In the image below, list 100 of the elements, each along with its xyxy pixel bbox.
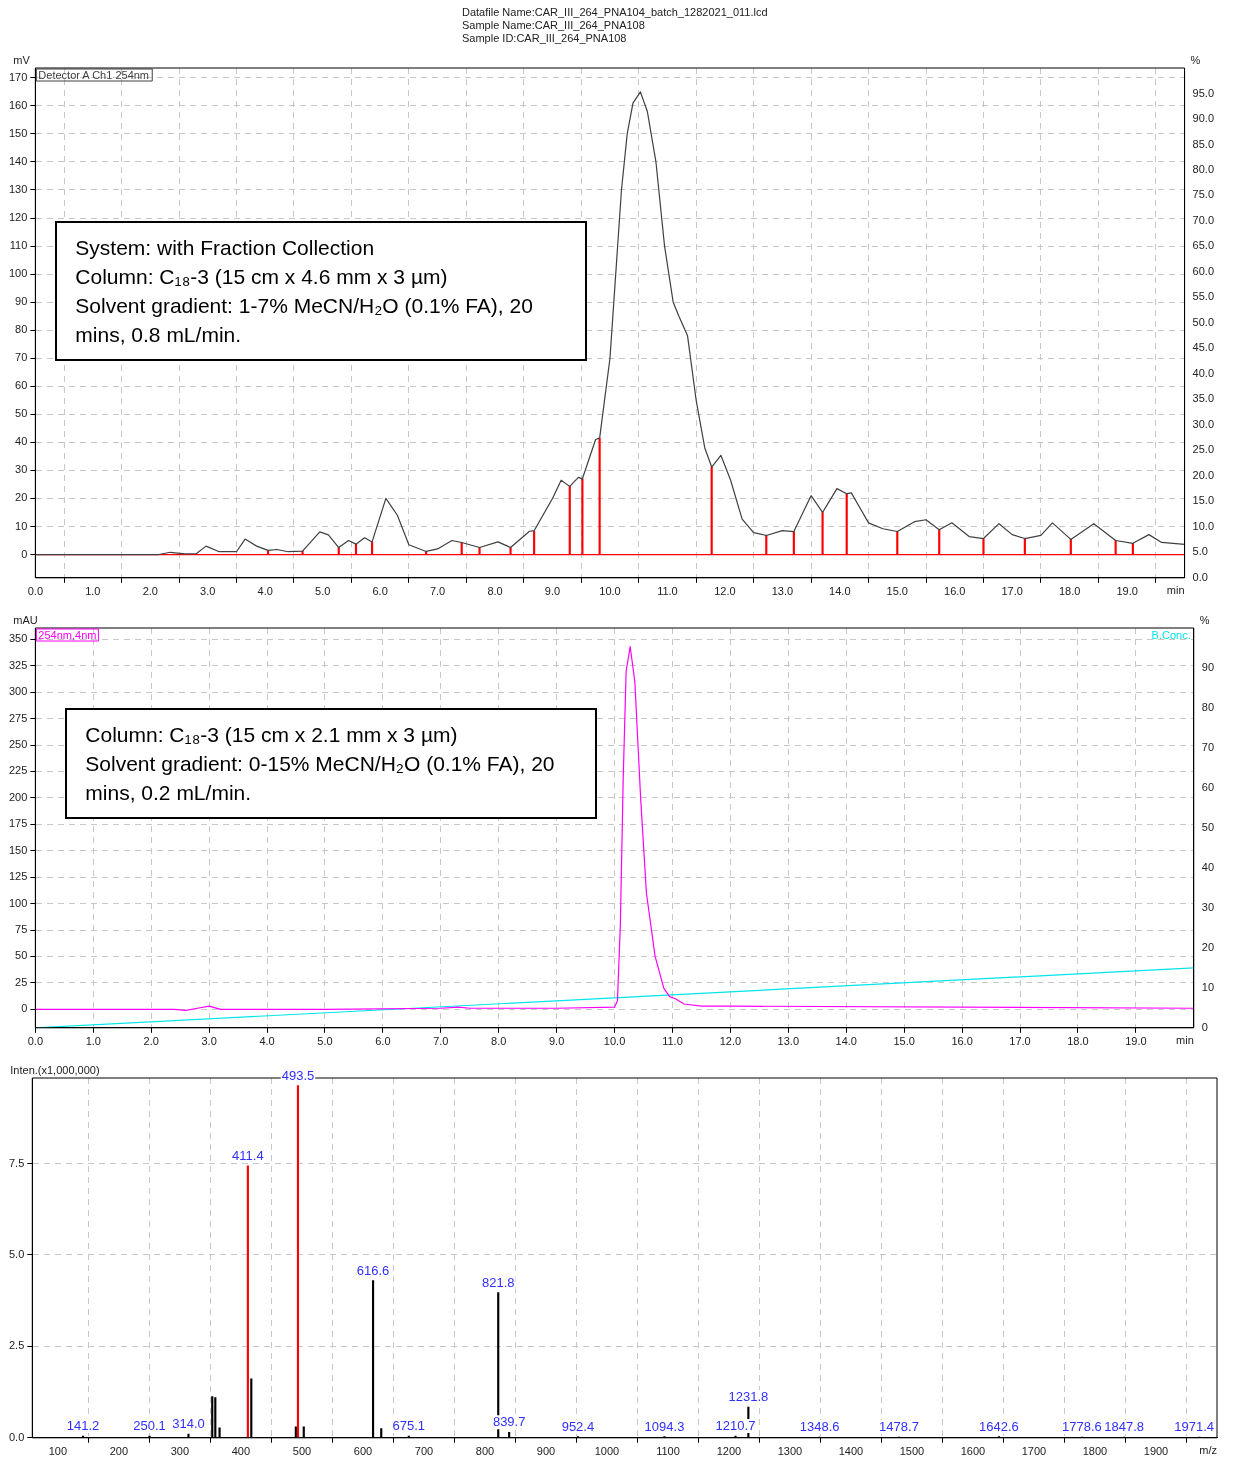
- x-tick-label: 7.0: [429, 585, 446, 598]
- x-tick-label: 3.0: [200, 585, 216, 598]
- annotation: 1847.8: [1104, 1419, 1145, 1435]
- note-box: Column: C₁₈-3 (15 cm x 2.1 mm x 3 µm) Solvent gradient: 0-15% MeCN/H₂O (0.1% FA), 20 mins, 0.2 mL/min.: [65, 707, 598, 819]
- y2-tick-label: 10.0: [1192, 519, 1215, 532]
- x-axis-title: m/z: [1199, 1444, 1217, 1457]
- x-tick-label: 14.0: [835, 1035, 857, 1048]
- annotation: 1971.4: [1174, 1419, 1214, 1435]
- x-tick-label: 2.0: [142, 585, 158, 598]
- text: B.Conc.: [1151, 628, 1191, 641]
- x-tick-label: 1900: [1143, 1445, 1169, 1458]
- x-tick-label: 200: [109, 1445, 129, 1458]
- y2-tick-label: 10: [1201, 980, 1215, 993]
- annotation: 250.1: [133, 1418, 166, 1434]
- y2-tick-label: 30.0: [1192, 417, 1215, 430]
- x-tick-label: 1200: [716, 1445, 742, 1458]
- x-tick-label: 5.0: [315, 585, 331, 598]
- annotation: 839.7: [492, 1414, 526, 1430]
- y-tick-label: 150: [8, 843, 28, 856]
- y2-tick-label: 95.0: [1192, 86, 1215, 99]
- y2-tick-label: 80.0: [1192, 162, 1215, 175]
- chart-title: Datafile Name:CAR_III_264_PNA104_batch_1282021_011.lcd: [462, 6, 768, 18]
- y2-tick-label: 0.0: [1192, 570, 1208, 583]
- y2-tick-label: 45.0: [1192, 341, 1215, 354]
- y2-tick-label: 90: [1201, 661, 1215, 674]
- y2-tick-label: 20: [1201, 940, 1215, 953]
- y2-tick-label: 60.0: [1192, 264, 1215, 277]
- note-box: System: with Fraction Collection Column: C₁₈-3 (15 cm x 4.6 mm x 3 µm) Solvent gradient: 1-7% MeCN/H₂O (0.1% FA), 20 mins, 0.8 mL/min.: [55, 220, 588, 361]
- y2-axis-title: %: [1190, 53, 1201, 66]
- x-tick-label: 13.0: [777, 1035, 800, 1048]
- x-tick-label: 6.0: [375, 1035, 391, 1048]
- y2-tick-label: 30: [1201, 900, 1215, 913]
- x-tick-label: 8.0: [487, 585, 503, 598]
- y2-tick-label: 75.0: [1192, 188, 1215, 201]
- y-tick-label: 10: [15, 519, 28, 532]
- annotation: System: with Fraction Collection: [75, 234, 376, 261]
- y-axis-title: mV: [13, 53, 31, 66]
- y-tick-label: 75: [15, 923, 28, 936]
- y-tick-label: 40: [15, 435, 28, 448]
- annotation: 1642.6: [979, 1418, 1019, 1434]
- text: Detector A Ch1 254nm: [38, 68, 150, 81]
- annotation: 1210.7: [715, 1418, 756, 1434]
- x-tick-label: 5.0: [317, 1035, 333, 1048]
- x-tick-label: 10.0: [599, 585, 621, 598]
- y-tick-label: 125: [8, 870, 28, 883]
- x-tick-label: 10.0: [603, 1035, 626, 1048]
- y-tick-label: 30: [15, 463, 28, 476]
- x-tick-label: 800: [475, 1445, 495, 1458]
- x-tick-label: 17.0: [1001, 585, 1023, 598]
- x-tick-label: 16.0: [951, 1035, 973, 1048]
- y-tick-label: 5.0: [8, 1248, 25, 1261]
- annotation: 493.5: [281, 1067, 315, 1083]
- annotation: 1094.3: [644, 1418, 685, 1434]
- x-tick-label: 11.0: [662, 1035, 683, 1048]
- x-tick-label: 9.0: [548, 1035, 565, 1048]
- y-tick-label: 275: [8, 711, 28, 724]
- annotation: 314.0: [172, 1416, 205, 1432]
- annotation: 616.6: [356, 1262, 390, 1278]
- x-tick-label: 600: [353, 1445, 373, 1458]
- annotation: 675.1: [392, 1418, 426, 1434]
- x-tick-label: 2.0: [143, 1035, 159, 1048]
- y-tick-label: 120: [8, 211, 28, 224]
- annotation: Column: C₁₈-3 (15 cm x 4.6 mm x 3 µm): [75, 263, 449, 290]
- y2-tick-label: 90.0: [1192, 112, 1215, 125]
- y-tick-label: 80: [15, 323, 28, 336]
- x-tick-label: 1800: [1082, 1445, 1108, 1458]
- y-tick-label: 170: [8, 70, 28, 83]
- x-tick-label: 1100: [656, 1445, 680, 1458]
- annotation: Column: C₁₈-3 (15 cm x 2.1 mm x 3 µm): [85, 721, 459, 748]
- y2-tick-label: 80: [1201, 700, 1215, 713]
- annotation: 1478.7: [879, 1419, 919, 1435]
- x-tick-label: 500: [292, 1445, 312, 1458]
- x-tick-label: 1.0: [85, 585, 101, 598]
- annotation: 1348.6: [799, 1419, 840, 1435]
- y-tick-label: 200: [8, 790, 28, 803]
- y-tick-label: 25: [15, 975, 28, 988]
- y-tick-label: 350: [8, 632, 28, 645]
- x-tick-label: 1700: [1021, 1445, 1047, 1458]
- y-axis-title: Inten.(x1,000,000): [10, 1063, 100, 1076]
- y-tick-label: 160: [8, 98, 28, 111]
- y2-tick-label: 20.0: [1192, 468, 1215, 481]
- y2-tick-label: 35.0: [1192, 392, 1215, 405]
- x-tick-label: 3.0: [201, 1035, 217, 1048]
- x-tick-label: 6.0: [372, 585, 388, 598]
- x-tick-label: 1000: [594, 1445, 620, 1458]
- x-tick-label: 15.0: [893, 1035, 915, 1048]
- y-tick-label: 2.5: [8, 1339, 25, 1352]
- y-tick-label: 0: [21, 547, 28, 560]
- x-tick-label: 16.0: [944, 585, 966, 598]
- x-tick-label: 1500: [899, 1445, 925, 1458]
- x-tick-label: 17.0: [1009, 1035, 1031, 1048]
- y2-tick-label: 25.0: [1192, 443, 1215, 456]
- y-tick-label: 100: [8, 267, 28, 280]
- y-tick-label: 300: [8, 685, 28, 698]
- x-tick-label: 1600: [960, 1445, 986, 1458]
- x-tick-label: 900: [536, 1445, 556, 1458]
- x-tick-label: 9.0: [544, 585, 561, 598]
- y2-tick-label: 65.0: [1192, 239, 1215, 252]
- y-tick-label: 150: [8, 126, 28, 139]
- bar: [296, 1085, 300, 1438]
